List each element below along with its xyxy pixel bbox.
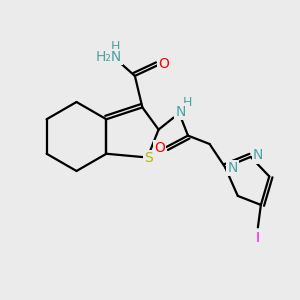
Text: N: N <box>253 148 263 162</box>
Text: H: H <box>183 95 192 109</box>
Text: O: O <box>158 57 169 71</box>
Text: H₂N: H₂N <box>96 50 122 64</box>
Text: N: N <box>227 161 238 175</box>
Text: I: I <box>255 231 259 245</box>
Text: N: N <box>175 105 186 118</box>
Text: S: S <box>144 151 152 165</box>
Text: O: O <box>154 142 165 155</box>
Text: H: H <box>111 40 120 53</box>
